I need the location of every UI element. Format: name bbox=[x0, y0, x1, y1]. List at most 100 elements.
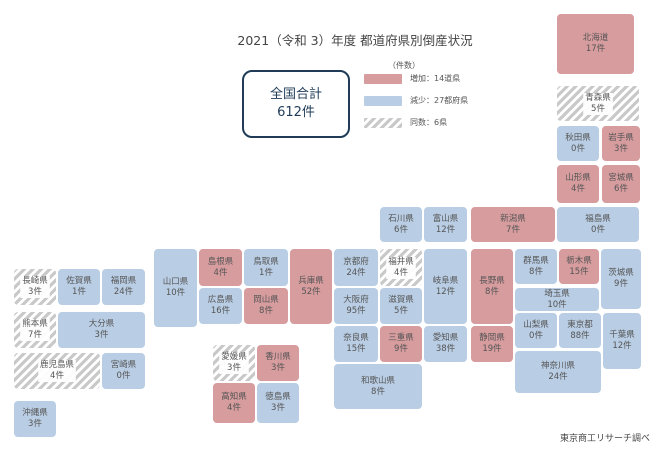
prefecture-label: 愛知県 38件 bbox=[433, 333, 459, 355]
prefecture-label: 熊本県 7件 bbox=[20, 319, 50, 341]
prefecture-label: 新潟県 7件 bbox=[500, 214, 526, 236]
prefecture-label: 香川県 3件 bbox=[265, 352, 291, 374]
legend-unit: （件数） bbox=[388, 61, 420, 70]
prefecture-count: 15件 bbox=[346, 344, 366, 354]
prefecture-tile-33: 広島県 16件 bbox=[198, 287, 243, 325]
prefecture-label: 大阪府 95件 bbox=[343, 295, 369, 317]
prefecture-name: 群馬県 bbox=[523, 255, 549, 266]
prefecture-count: 7件 bbox=[506, 224, 520, 235]
prefecture-count: 17件 bbox=[585, 44, 606, 54]
prefecture-tile-20: 岐阜県 12件 bbox=[423, 248, 468, 325]
legend-label-same: 同数：6県 bbox=[410, 118, 448, 127]
prefecture-tile-32: 岡山県 8件 bbox=[243, 287, 289, 325]
prefecture-name: 和歌山県 bbox=[360, 375, 395, 386]
prefecture-label: 山形県 4件 bbox=[565, 173, 591, 195]
prefecture-name: 岩手県 bbox=[608, 132, 634, 143]
prefecture-count: 12件 bbox=[435, 224, 456, 235]
prefecture-tile-26: 大阪府 95件 bbox=[333, 287, 379, 325]
prefecture-tile-13: 栃木県 15件 bbox=[558, 248, 600, 285]
prefecture-label: 愛媛県 3件 bbox=[219, 352, 249, 374]
prefecture-count: 9件 bbox=[394, 344, 408, 354]
prefecture-tile-27: 奈良県 15件 bbox=[333, 325, 379, 363]
prefecture-label: 福岡県 24件 bbox=[111, 276, 137, 298]
prefecture-name: 千葉県 bbox=[609, 330, 635, 340]
prefecture-tile-44: 宮崎県 0件 bbox=[101, 352, 146, 390]
prefecture-tile-18: 千葉県 12件 bbox=[602, 312, 642, 370]
prefecture-name: 神奈川県 bbox=[540, 361, 575, 371]
prefecture-label: 青森県 5件 bbox=[583, 92, 613, 115]
prefecture-tile-7: 新潟県 7件 bbox=[470, 206, 556, 243]
prefecture-tile-11: 長野県 8件 bbox=[470, 248, 514, 325]
prefecture-count: 16件 bbox=[210, 306, 231, 316]
prefecture-label: 滋賀県 5件 bbox=[388, 295, 414, 317]
prefecture-name: 奈良県 bbox=[343, 333, 369, 343]
chart-title: 2021（令和 3）年度 都道府県別倒産状況 bbox=[237, 33, 473, 48]
prefecture-tile-40: 佐賀県 1件 bbox=[57, 268, 101, 306]
prefecture-count: 24件 bbox=[113, 287, 134, 297]
prefecture-name: 石川県 bbox=[388, 213, 414, 224]
prefecture-tile-37: 徳島県 3件 bbox=[256, 382, 300, 424]
prefecture-name: 埼玉県 bbox=[544, 288, 570, 299]
prefecture-count: 1件 bbox=[259, 267, 273, 278]
prefecture-tile-25: 京都府 24件 bbox=[333, 248, 379, 287]
prefecture-name: 茨城県 bbox=[608, 268, 634, 278]
prefecture-tile-46: 沖縄県 3件 bbox=[13, 400, 57, 438]
prefecture-name: 鳥取県 bbox=[253, 256, 279, 267]
prefecture-count: 15件 bbox=[569, 266, 589, 277]
prefecture-label: 埼玉県 10件 bbox=[544, 289, 570, 311]
prefecture-tile-38: 高知県 4件 bbox=[212, 382, 256, 424]
prefecture-tile-29: 兵庫県 52件 bbox=[289, 248, 333, 325]
prefecture-tile-43: 大分県 3件 bbox=[57, 311, 146, 349]
prefecture-name: 福島県 bbox=[585, 213, 611, 224]
prefecture-name: 長崎県 bbox=[21, 276, 49, 287]
prefecture-label: 東京都 88件 bbox=[567, 320, 593, 342]
prefecture-count: 3件 bbox=[220, 363, 248, 374]
prefecture-count: 1件 bbox=[72, 287, 86, 297]
prefecture-tile-15: 埼玉県 10件 bbox=[514, 287, 600, 312]
prefecture-count: 95件 bbox=[346, 306, 366, 316]
prefecture-tile-5: 宮城県 6件 bbox=[601, 164, 641, 204]
prefecture-name: 栃木県 bbox=[566, 255, 592, 266]
prefecture-name: 秋田県 bbox=[565, 132, 591, 143]
prefecture-label: 富山県 12件 bbox=[433, 214, 459, 236]
prefecture-label: 静岡県 19件 bbox=[479, 333, 505, 355]
prefecture-label: 山口県 10件 bbox=[163, 277, 189, 299]
prefecture-count: 52件 bbox=[301, 286, 321, 297]
prefecture-name: 香川県 bbox=[265, 352, 291, 362]
prefecture-name: 宮城県 bbox=[608, 173, 634, 183]
prefecture-label: 岩手県 3件 bbox=[608, 133, 634, 155]
prefecture-tile-1: 青森県 5件 bbox=[556, 85, 640, 122]
prefecture-count: 8件 bbox=[259, 306, 273, 316]
prefecture-name: 静岡県 bbox=[479, 333, 505, 343]
prefecture-label: 山梨県 0件 bbox=[523, 320, 549, 342]
prefecture-label: 京都府 24件 bbox=[343, 257, 369, 279]
prefecture-name: 京都府 bbox=[343, 256, 369, 267]
prefecture-tile-36: 愛媛県 3件 bbox=[212, 344, 256, 382]
prefecture-name: 宮崎県 bbox=[110, 360, 137, 370]
prefecture-label: 兵庫県 52件 bbox=[298, 276, 324, 298]
prefecture-count: 38件 bbox=[435, 344, 456, 354]
prefecture-count: 7件 bbox=[21, 330, 49, 341]
prefecture-label: 宮城県 6件 bbox=[608, 173, 634, 195]
prefecture-tile-45: 鹿児島県 4件 bbox=[13, 352, 101, 390]
prefecture-tile-16: 山梨県 0件 bbox=[514, 312, 558, 349]
prefecture-tile-41: 長崎県 3件 bbox=[13, 268, 57, 306]
prefecture-name: 兵庫県 bbox=[298, 275, 324, 286]
prefecture-tile-21: 静岡県 19件 bbox=[470, 325, 514, 363]
prefecture-name: 東京都 bbox=[567, 319, 593, 330]
prefecture-count: 8件 bbox=[485, 286, 499, 297]
national-total-box: 全国合計 612件 bbox=[242, 70, 350, 138]
prefecture-count: 10件 bbox=[165, 288, 186, 298]
prefecture-label: 北海道 17件 bbox=[583, 33, 609, 55]
prefecture-count: 12件 bbox=[435, 286, 456, 297]
prefecture-label: 徳島県 3件 bbox=[265, 392, 291, 414]
prefecture-count: 0件 bbox=[571, 143, 585, 154]
prefecture-tile-9: 富山県 12件 bbox=[423, 206, 468, 243]
prefecture-name: 岐阜県 bbox=[432, 275, 459, 286]
legend-swatch-increase bbox=[364, 73, 402, 84]
prefecture-label: 福井県 4件 bbox=[386, 256, 416, 279]
prefecture-name: 大分県 bbox=[88, 319, 115, 329]
prefecture-name: 福岡県 bbox=[110, 276, 137, 286]
legend-item-decrease: 減少：27都府県 bbox=[364, 95, 468, 106]
prefecture-name: 佐賀県 bbox=[66, 276, 92, 286]
